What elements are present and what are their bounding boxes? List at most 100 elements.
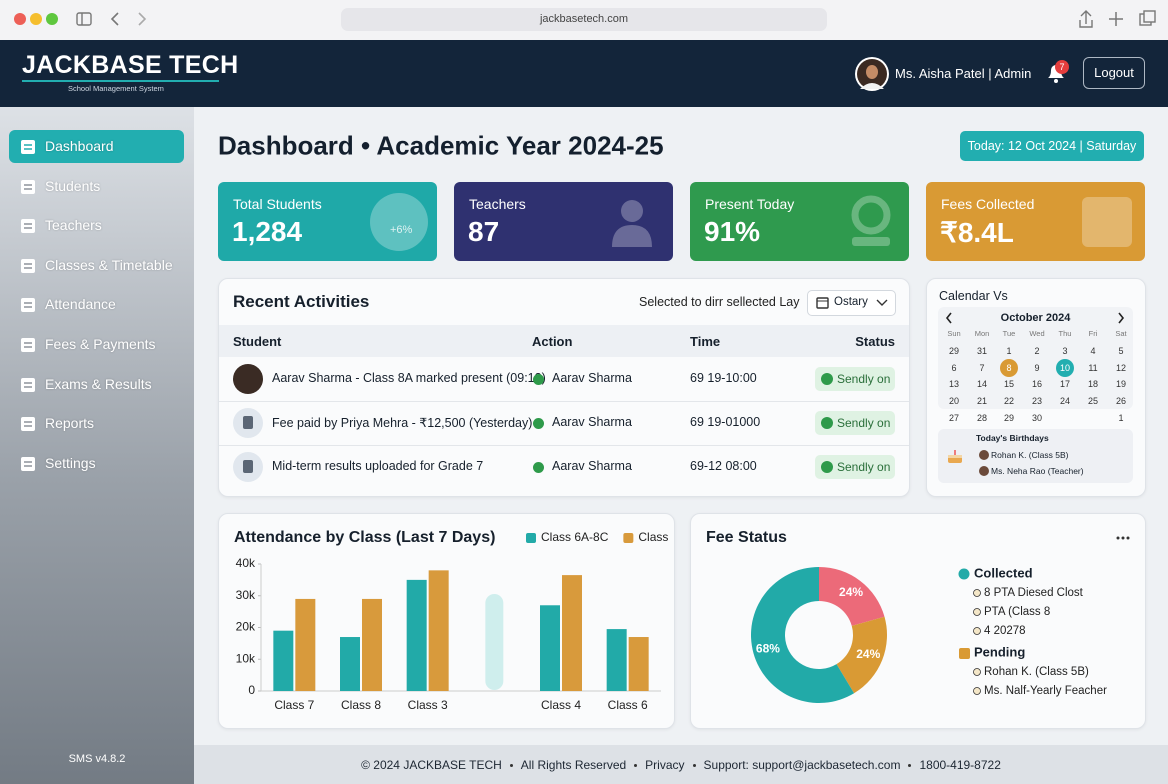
address-bar[interactable]: jackbasetech.com [341, 8, 827, 31]
day[interactable]: 24 [1059, 396, 1070, 407]
activity-text: Mid-term results uploaded for Grade 7 [272, 459, 484, 473]
day[interactable]: 22 [1003, 396, 1014, 407]
icon-bg [370, 193, 428, 251]
month-nav[interactable] [943, 311, 1133, 325]
day[interactable]: 14 [976, 379, 987, 390]
day[interactable]: 20 [948, 396, 959, 407]
stat-value: 87 [468, 216, 500, 247]
day[interactable]: 1 [1006, 346, 1012, 356]
nav-label: Exams & Results [45, 375, 152, 392]
day[interactable]: 9 [1034, 362, 1040, 373]
day[interactable]: 30 [1031, 412, 1042, 423]
notification-badge: 7 [1055, 60, 1069, 74]
weekday: Tue [1002, 329, 1016, 338]
day[interactable]: 7 [979, 362, 985, 373]
footer-text[interactable]: Support: support@jackbasetech.com [703, 758, 901, 772]
day[interactable]: 15 [1003, 379, 1014, 390]
day[interactable]: 31 [976, 346, 987, 356]
day[interactable]: 10 [1059, 362, 1070, 373]
day[interactable]: 4 [1090, 346, 1096, 356]
window-controls [14, 12, 147, 26]
nav-icon [21, 140, 35, 154]
check-icon [821, 417, 833, 429]
chart-title: Fee Status [706, 529, 787, 546]
column-header: Status [855, 334, 895, 349]
nav-item[interactable]: Students [9, 170, 184, 203]
nav-item[interactable]: Fees & Payments [9, 328, 184, 361]
day[interactable]: 29 [1003, 412, 1014, 423]
bar [428, 570, 449, 691]
month-view [938, 307, 1133, 409]
logout-button[interactable]: Logout [1083, 57, 1145, 89]
bar [362, 598, 382, 691]
dropdown[interactable]: Ostary [807, 290, 896, 316]
stat-card: Total Students 1,284 +6% [218, 182, 437, 261]
legend-swatch [526, 533, 536, 543]
row-icon [233, 452, 263, 482]
nav-item[interactable]: Attendance [9, 288, 184, 321]
user-name[interactable]: Ms. Aisha Patel | Admin [895, 66, 1032, 81]
icon-detail [24, 381, 32, 388]
separator [692, 763, 696, 767]
day[interactable]: 11 [1088, 362, 1098, 373]
x-tick-label: Class 4 [541, 698, 581, 712]
weekday: Fri [1088, 329, 1098, 338]
filter-text: Selected to dirr sellected Lay [639, 295, 800, 309]
nav-label: Teachers [45, 217, 102, 234]
legend-item: 8 PTA Diesed Clost [984, 587, 1084, 599]
time-text: 69 19-10:00 [690, 371, 757, 385]
day[interactable]: 8 [1006, 362, 1012, 373]
legend-bullet [973, 668, 981, 676]
day[interactable]: 26 [1115, 396, 1126, 407]
day[interactable]: 18 [1087, 379, 1098, 390]
nav-item[interactable]: Settings [9, 447, 184, 480]
column-header: Student [233, 334, 282, 349]
icon-shape [21, 298, 35, 313]
nav-item[interactable]: Exams & Results [9, 368, 184, 401]
nav-item[interactable]: Reports [9, 407, 184, 440]
y-tick-label: 20k [236, 620, 256, 634]
time-text: 69-12 08:00 [690, 459, 757, 473]
day[interactable]: 6 [951, 362, 957, 373]
weekday: Sat [1115, 329, 1127, 338]
day[interactable]: 3 [1062, 346, 1068, 356]
day[interactable]: 19 [1115, 379, 1126, 390]
day[interactable]: 16 [1031, 379, 1042, 390]
day[interactable]: 12 [1115, 362, 1126, 373]
icon-base [852, 237, 890, 246]
x-tick-label: Class 7 [274, 698, 314, 712]
day[interactable]: 21 [976, 396, 987, 407]
day[interactable]: 13 [948, 379, 959, 390]
icon-bg [1082, 197, 1132, 247]
donut-slice [751, 567, 855, 703]
table-header [219, 325, 909, 357]
stat-badge: +6% [390, 224, 413, 236]
day[interactable]: 5 [1118, 346, 1124, 356]
nav-icon [21, 258, 35, 273]
stat-icon [851, 195, 891, 246]
stat-label: Present Today [705, 196, 795, 212]
icon-detail [24, 223, 32, 229]
day[interactable]: 17 [1059, 379, 1070, 390]
weekday: Sun [947, 329, 961, 338]
footer-text: All Rights Reserved [520, 758, 627, 772]
avatar[interactable] [854, 56, 890, 92]
nav-item[interactable]: Dashboard [9, 130, 184, 163]
y-tick-label: 30k [236, 588, 256, 602]
nav-item[interactable]: Classes & Timetable [9, 249, 184, 282]
day[interactable]: 28 [976, 412, 987, 423]
day[interactable]: 2 [1034, 346, 1040, 356]
day[interactable]: 25 [1087, 396, 1098, 407]
bar [606, 629, 627, 691]
activity-text: Fee paid by Priya Mehra - ₹12,500 (Yeste… [272, 416, 533, 430]
separator [908, 763, 912, 767]
day[interactable]: 29 [948, 346, 959, 356]
day[interactable]: 27 [948, 412, 959, 423]
more-menu[interactable] [1116, 536, 1130, 540]
footer-text[interactable]: Privacy [645, 758, 685, 772]
day[interactable]: 23 [1031, 396, 1042, 407]
nav-item[interactable]: Teachers [9, 209, 184, 242]
brand[interactable]: JACKBASE TECH [22, 51, 239, 79]
day[interactable]: 1 [1118, 412, 1124, 423]
bar [628, 637, 649, 691]
